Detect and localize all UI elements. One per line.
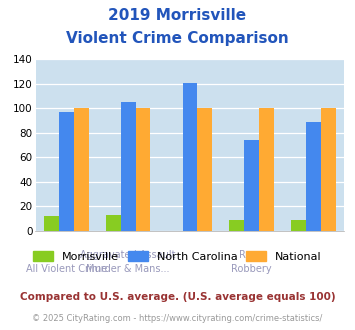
Bar (121, 102, 136, 231)
Bar (106, 215, 121, 231)
Bar (244, 140, 259, 231)
Bar (306, 122, 321, 231)
Bar (44, 216, 59, 231)
Bar (229, 220, 244, 231)
Text: Robbery: Robbery (231, 264, 272, 274)
Bar (321, 109, 336, 231)
Bar (197, 109, 212, 231)
Text: 2019 Morrisville: 2019 Morrisville (108, 8, 247, 23)
Text: © 2025 CityRating.com - https://www.cityrating.com/crime-statistics/: © 2025 CityRating.com - https://www.city… (32, 314, 323, 323)
Text: Violent Crime Comparison: Violent Crime Comparison (66, 31, 289, 46)
Text: Rape: Rape (239, 250, 264, 260)
Text: Aggravated Assault: Aggravated Assault (80, 250, 176, 260)
Bar (259, 109, 274, 231)
Bar (59, 112, 74, 231)
Text: All Violent Crime: All Violent Crime (26, 264, 107, 274)
Bar (136, 109, 151, 231)
Bar (74, 109, 89, 231)
Legend: Morrisville, North Carolina, National: Morrisville, North Carolina, National (29, 247, 326, 267)
Text: Compared to U.S. average. (U.S. average equals 100): Compared to U.S. average. (U.S. average … (20, 292, 335, 302)
Text: Murder & Mans...: Murder & Mans... (86, 264, 170, 274)
Bar (291, 220, 306, 231)
Bar (182, 83, 197, 231)
